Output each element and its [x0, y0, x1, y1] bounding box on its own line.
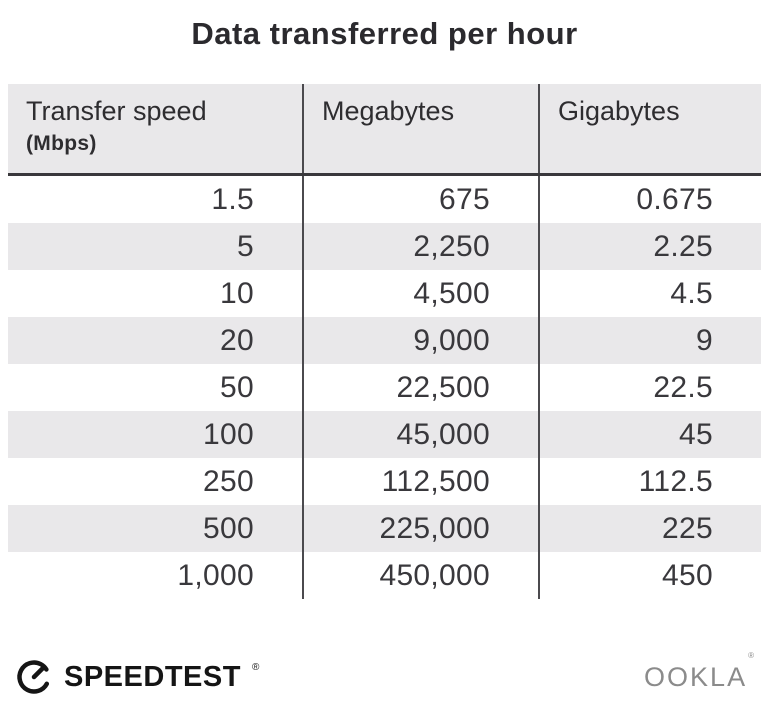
ookla-logo: OOKLA®	[644, 651, 755, 692]
data-table: Transfer speed (Mbps) Megabytes Gigabyte…	[8, 84, 761, 599]
table-row: 5 2,250 2.25	[8, 223, 761, 270]
ookla-registered-mark: ®	[748, 650, 756, 660]
table-row: 10 4,500 4.5	[8, 270, 761, 317]
table-cell: 450,000	[302, 552, 538, 599]
table-row: 1.5 675 0.675	[8, 176, 761, 223]
table-cell: 0.675	[538, 176, 761, 223]
table-cell: 675	[302, 176, 538, 223]
table-row: 250 112,500 112.5	[8, 458, 761, 505]
speedtest-logo: SPEEDTEST ®	[14, 657, 260, 697]
table-cell: 450	[538, 552, 761, 599]
table-cell: 10	[220, 276, 254, 310]
table-cell: 4,500	[302, 270, 538, 317]
table-cell: 50	[220, 370, 254, 404]
table-row: 1,000 450,000 450	[8, 552, 761, 599]
table-cell: 9	[538, 317, 761, 364]
column-header-megabytes: Megabytes	[302, 84, 538, 173]
table-cell: 100	[203, 417, 254, 451]
column-header-transfer-speed-label: Transfer speed	[26, 96, 207, 126]
table-cell: 45	[538, 411, 761, 458]
table-cell: 2.25	[538, 223, 761, 270]
table-cell: 2,250	[302, 223, 538, 270]
table-cell: 225	[538, 505, 761, 552]
table-header-row: Transfer speed (Mbps) Megabytes Gigabyte…	[8, 84, 761, 176]
column-header-transfer-speed-unit: (Mbps)	[26, 132, 97, 156]
speedtest-wordmark: SPEEDTEST	[64, 660, 241, 693]
table-cell: 225,000	[302, 505, 538, 552]
table-cell: 500	[203, 511, 254, 545]
table-cell: 1,000	[177, 558, 254, 592]
table-body: 1.5 675 0.675 5 2,250 2.25 10 4,500 4.5 20 9,000 9 5…	[8, 176, 761, 599]
table-row: 20 9,000 9	[8, 317, 761, 364]
table-cell: 1.5	[211, 182, 254, 216]
table-cell: 4.5	[538, 270, 761, 317]
table-cell: 250	[203, 464, 254, 498]
table-cell: 112,500	[302, 458, 538, 505]
table-cell: 45,000	[302, 411, 538, 458]
table-cell: 22,500	[302, 364, 538, 411]
column-header-transfer-speed: Transfer speed (Mbps)	[8, 84, 302, 173]
table-row: 500 225,000 225	[8, 505, 761, 552]
table-row: 100 45,000 45	[8, 411, 761, 458]
table-cell: 9,000	[302, 317, 538, 364]
table-row: 50 22,500 22.5	[8, 364, 761, 411]
ookla-wordmark: OOKLA	[644, 661, 748, 692]
column-header-gigabytes: Gigabytes	[538, 84, 761, 173]
table-cell: 5	[237, 229, 254, 263]
speedtest-registered-mark: ®	[251, 661, 260, 673]
table-cell: 22.5	[538, 364, 761, 411]
table-cell: 20	[220, 323, 254, 357]
table-cell: 112.5	[538, 458, 761, 505]
footer: SPEEDTEST ® OOKLA®	[0, 650, 769, 714]
page-title: Data transferred per hour	[191, 16, 578, 51]
gauge-icon	[14, 657, 54, 697]
